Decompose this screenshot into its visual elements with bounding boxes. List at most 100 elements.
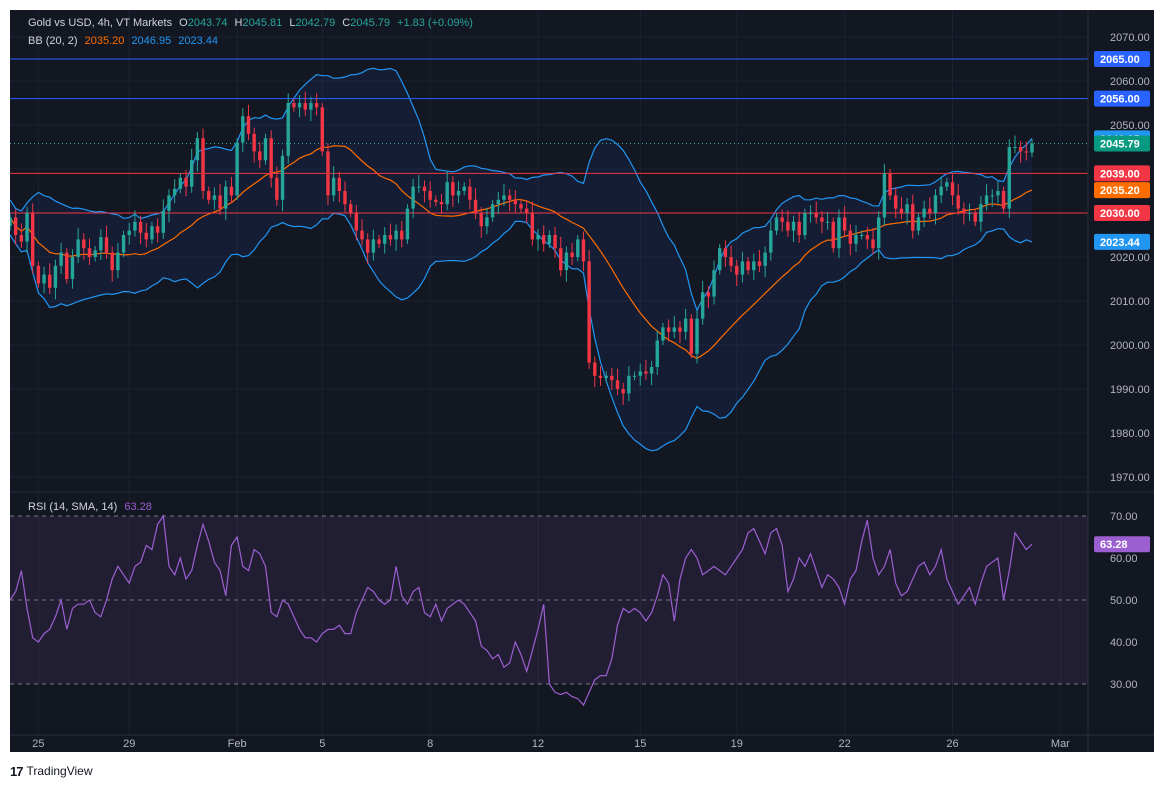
candle-body[interactable] [252, 133, 256, 152]
candle-body[interactable] [212, 195, 217, 200]
candle-body[interactable] [258, 151, 262, 161]
candle-body[interactable] [394, 230, 398, 240]
candle-body[interactable] [422, 186, 427, 191]
candle-body[interactable] [314, 103, 319, 108]
candle-body[interactable] [655, 340, 659, 367]
candle-body[interactable] [598, 375, 603, 378]
candle-body[interactable] [723, 248, 728, 257]
candle-body[interactable] [99, 237, 103, 251]
candle-body[interactable] [996, 191, 1000, 196]
candle-body[interactable] [507, 195, 512, 200]
candle-body[interactable] [871, 239, 875, 249]
candle-body[interactable] [882, 173, 887, 218]
candle-body[interactable] [400, 230, 404, 240]
candle-body[interactable] [195, 138, 200, 161]
candle-body[interactable] [167, 195, 171, 211]
candle-body[interactable] [519, 204, 523, 209]
candle-body[interactable] [916, 217, 921, 231]
candle-body[interactable] [331, 177, 336, 196]
candle-body[interactable] [865, 235, 870, 240]
candle-body[interactable] [831, 221, 835, 249]
candle-body[interactable] [820, 217, 824, 222]
candle-body[interactable] [456, 191, 461, 196]
candle-body[interactable] [479, 213, 483, 227]
candle-body[interactable] [1024, 151, 1029, 153]
candle-body[interactable] [462, 186, 466, 191]
candle-body[interactable] [417, 186, 421, 188]
candle-body[interactable] [36, 265, 41, 284]
candle-body[interactable] [524, 208, 529, 213]
candle-body[interactable] [65, 252, 69, 279]
candle-body[interactable] [348, 204, 353, 213]
candle-body[interactable] [763, 252, 767, 266]
candle-body[interactable] [752, 261, 756, 271]
candle-body[interactable] [808, 213, 813, 214]
candle-body[interactable] [246, 116, 251, 134]
candle-body[interactable] [797, 221, 801, 235]
candle-body[interactable] [286, 103, 290, 156]
candle-body[interactable] [729, 257, 733, 266]
candle-body[interactable] [292, 103, 296, 108]
candle-body[interactable] [31, 213, 35, 266]
candle-body[interactable] [905, 204, 909, 213]
candle-body[interactable] [138, 221, 143, 233]
candle-body[interactable] [178, 177, 183, 189]
candle-body[interactable] [661, 327, 665, 341]
candle-body[interactable] [235, 142, 239, 196]
candle-body[interactable] [911, 204, 915, 231]
rsi-line[interactable] [10, 514, 1033, 707]
candle-body[interactable] [536, 235, 540, 240]
candle-body[interactable] [553, 235, 557, 249]
candle-body[interactable] [967, 213, 972, 214]
candle-body[interactable] [740, 261, 745, 275]
candle-body[interactable] [950, 182, 955, 196]
candle-body[interactable] [87, 248, 92, 257]
candle-body[interactable] [473, 199, 478, 213]
candle-body[interactable] [757, 261, 762, 266]
candle-body[interactable] [712, 270, 716, 297]
candle-body[interactable] [189, 160, 194, 187]
candle-body[interactable] [411, 186, 415, 209]
candle-body[interactable] [93, 250, 97, 257]
candle-body[interactable] [695, 318, 699, 354]
candle-body[interactable] [706, 292, 711, 297]
candle-body[interactable] [127, 230, 131, 235]
candle-body[interactable] [678, 327, 682, 332]
candle-body[interactable] [371, 239, 376, 253]
candle-body[interactable] [962, 208, 966, 213]
candle-body[interactable] [973, 213, 977, 222]
candle-body[interactable] [201, 138, 205, 191]
candle-body[interactable] [700, 292, 705, 319]
candle-body[interactable] [814, 213, 818, 218]
candle-body[interactable] [207, 191, 211, 200]
candle-body[interactable] [59, 252, 63, 266]
candle-body[interactable] [428, 191, 432, 200]
candle-body[interactable] [542, 235, 546, 244]
candle-body[interactable] [218, 195, 222, 209]
candle-body[interactable] [326, 151, 330, 196]
candle-body[interactable] [82, 239, 86, 249]
candle-body[interactable] [933, 195, 938, 213]
candle-body[interactable] [570, 252, 574, 257]
candle-body[interactable] [241, 116, 245, 143]
candle-body[interactable] [224, 186, 228, 209]
candle-body[interactable] [25, 213, 29, 242]
candle-body[interactable] [854, 235, 858, 244]
candle-body[interactable] [1001, 191, 1006, 209]
candle-body[interactable] [649, 367, 654, 374]
candle-body[interactable] [275, 177, 279, 200]
candle-body[interactable] [604, 375, 608, 378]
candle-body[interactable] [269, 138, 273, 178]
candle-body[interactable] [979, 204, 983, 222]
candle-body[interactable] [899, 208, 904, 213]
candle-body[interactable] [42, 274, 46, 284]
candle-body[interactable] [377, 239, 381, 244]
candle-body[interactable] [451, 182, 455, 196]
candle-body[interactable] [445, 182, 449, 205]
candle-body[interactable] [365, 239, 370, 253]
candle-body[interactable] [1018, 147, 1023, 152]
candle-body[interactable] [928, 208, 932, 213]
candle-body[interactable] [547, 235, 552, 244]
candle-body[interactable] [388, 235, 393, 240]
candle-body[interactable] [513, 199, 518, 205]
